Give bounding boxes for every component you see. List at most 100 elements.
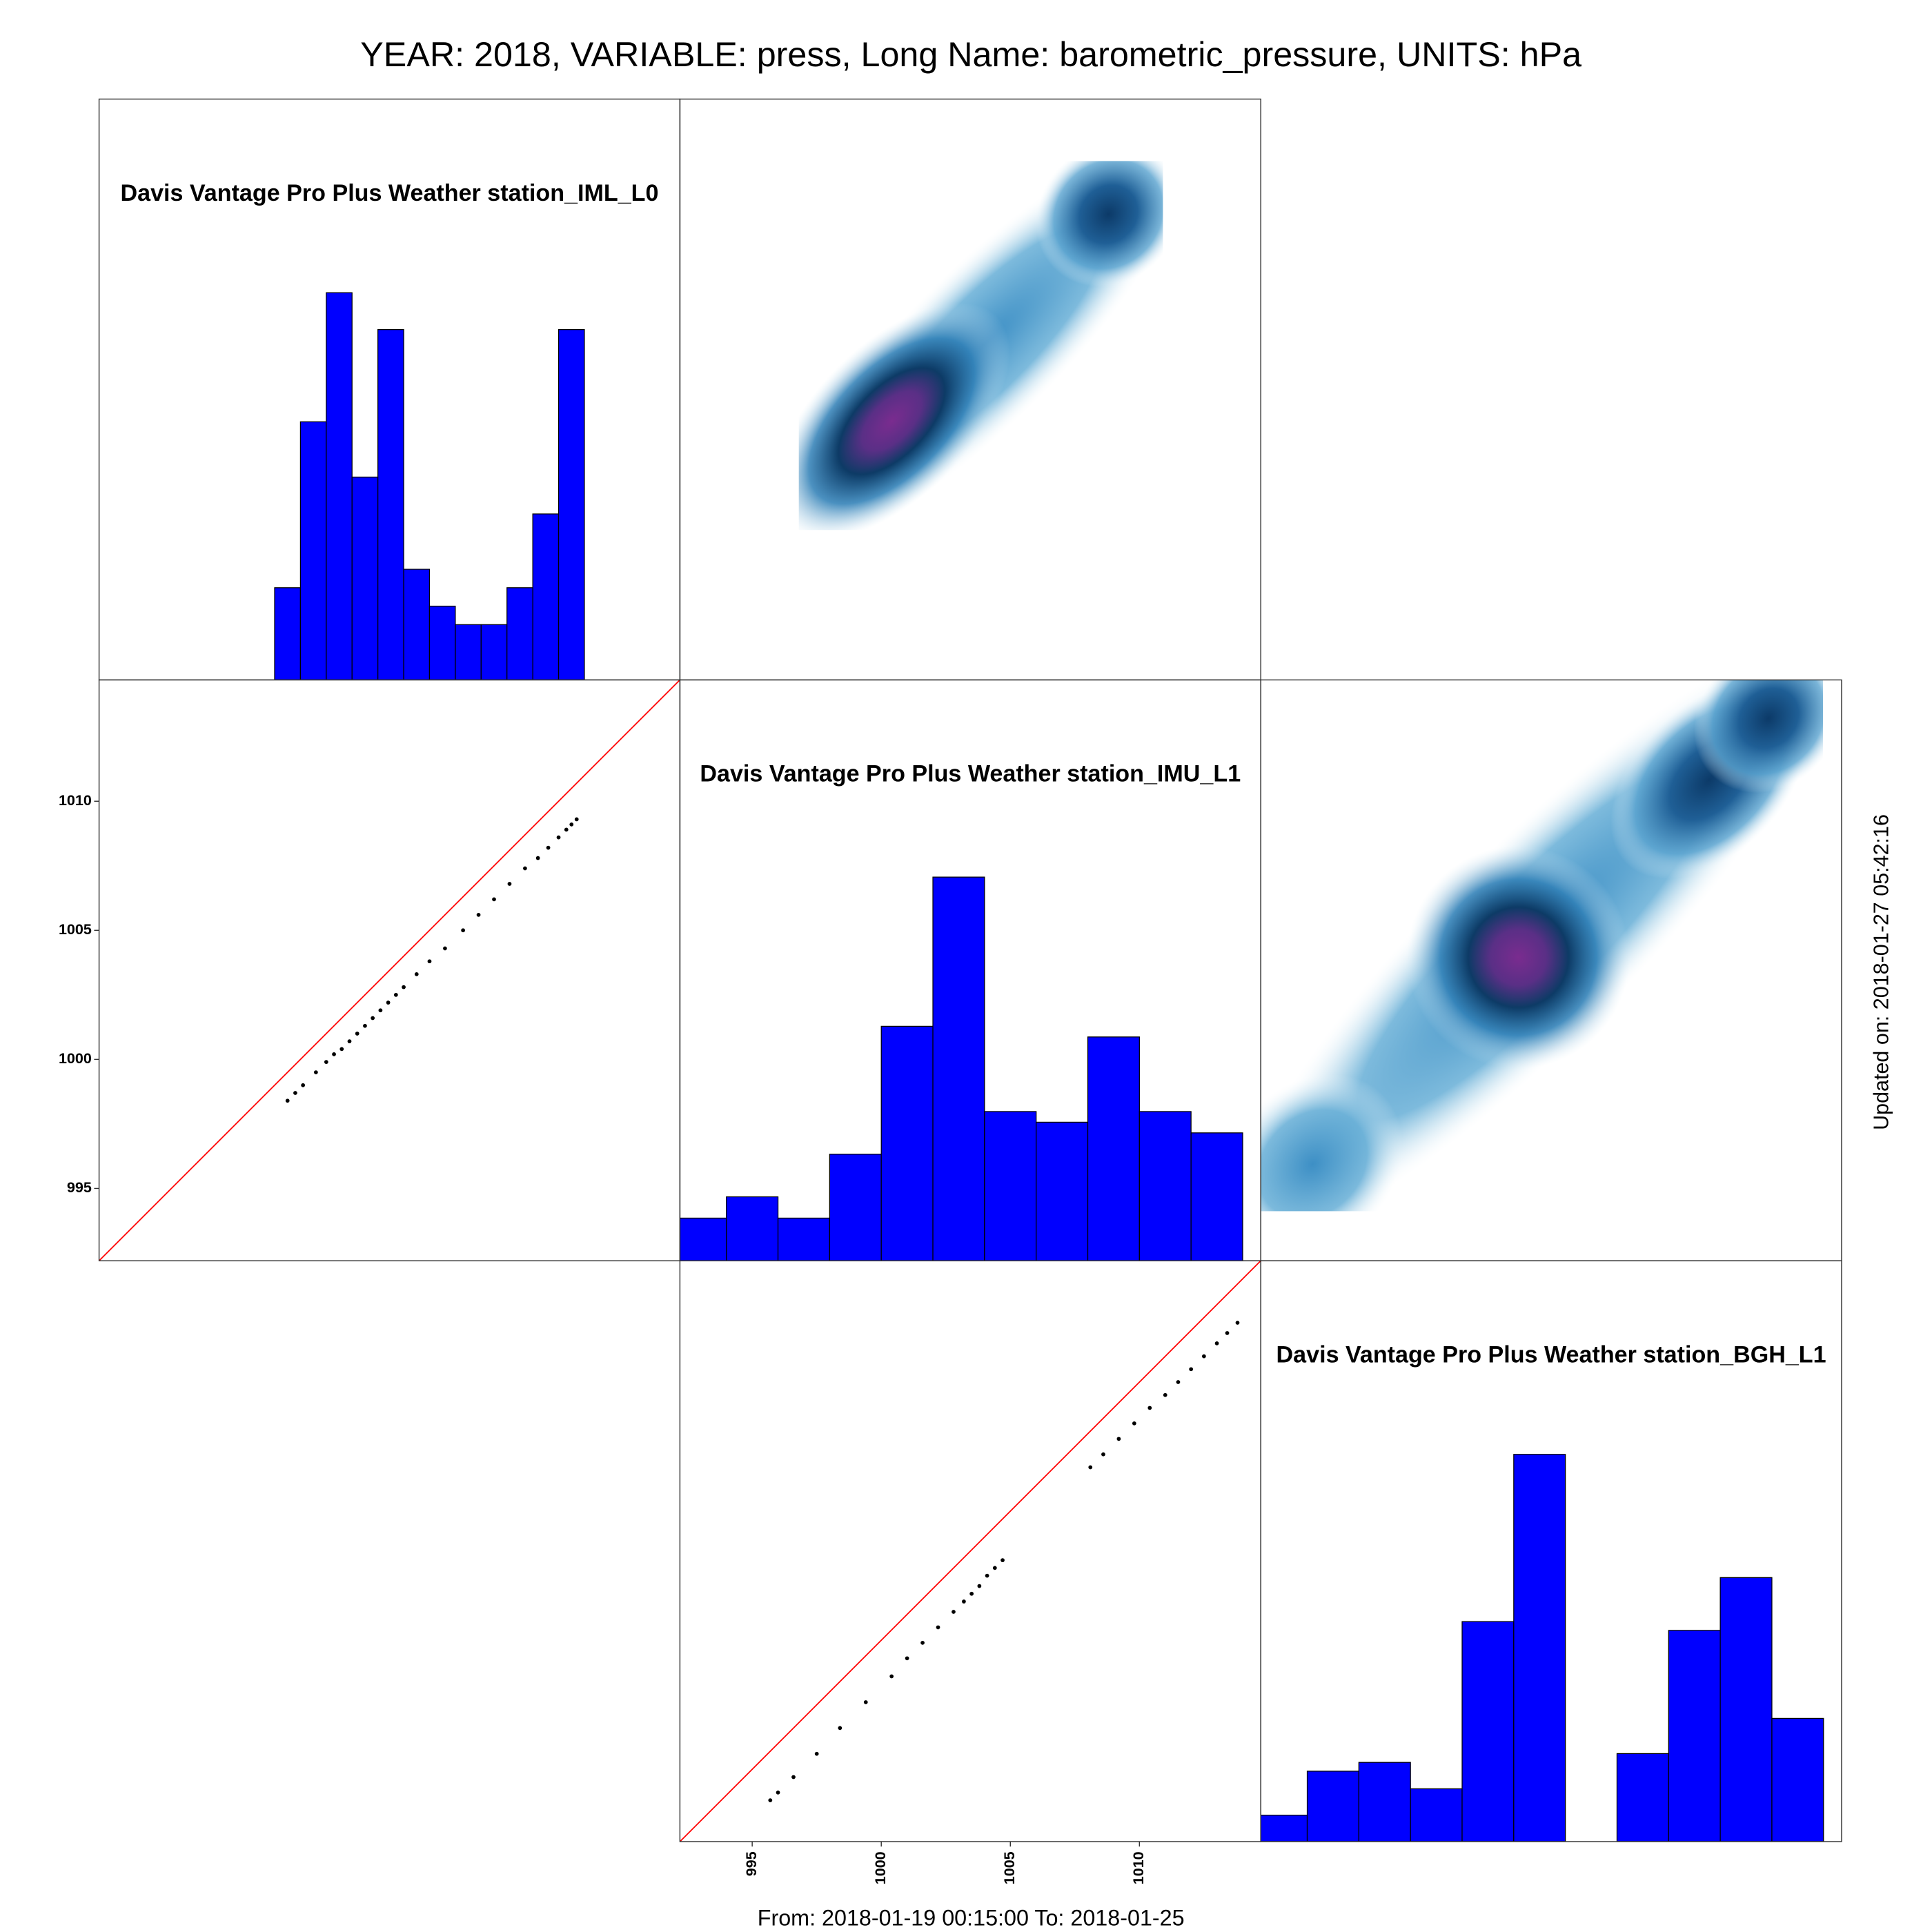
histogram-bar bbox=[829, 1154, 882, 1261]
x-tick-label: 1010 bbox=[1130, 1851, 1147, 1884]
scatter-point bbox=[977, 1584, 982, 1588]
scatter-point bbox=[378, 1008, 383, 1013]
histogram-bar bbox=[480, 624, 508, 680]
scatter-point bbox=[523, 866, 527, 871]
scatter-point bbox=[574, 817, 579, 822]
density-panel bbox=[798, 161, 1163, 531]
identity-line bbox=[680, 1261, 1261, 1842]
density-peak bbox=[1261, 1074, 1403, 1212]
panel-title: Davis Vantage Pro Plus Weather station_I… bbox=[120, 180, 658, 206]
histogram-bar bbox=[1306, 1771, 1359, 1842]
scatter-point bbox=[1088, 1465, 1093, 1470]
histogram-bar bbox=[1087, 1036, 1140, 1261]
scatter-point bbox=[1116, 1437, 1121, 1441]
histogram-bar bbox=[1616, 1753, 1669, 1842]
scatter-point bbox=[1163, 1392, 1167, 1397]
histogram-bar bbox=[726, 1196, 779, 1261]
scatter-point bbox=[564, 827, 569, 832]
density-panel bbox=[1261, 680, 1824, 1212]
scatter-point bbox=[768, 1798, 773, 1802]
scatter-point bbox=[1189, 1367, 1194, 1372]
histogram-bar bbox=[351, 476, 379, 680]
scatter-point bbox=[1235, 1321, 1240, 1325]
x-tick-label: 995 bbox=[743, 1851, 760, 1876]
scatter-point bbox=[339, 1047, 344, 1052]
density-peak bbox=[1036, 161, 1163, 287]
histogram-bar bbox=[299, 421, 327, 680]
histogram-bar bbox=[1513, 1454, 1566, 1842]
density-peak bbox=[1406, 845, 1630, 1069]
y-tick-label: 1000 bbox=[59, 1050, 92, 1067]
histogram-bar bbox=[455, 624, 482, 680]
panel-title: Davis Vantage Pro Plus Weather station_B… bbox=[1276, 1341, 1826, 1368]
x-tick-label: 1005 bbox=[1001, 1851, 1018, 1884]
panel bbox=[680, 876, 1243, 1261]
scatter-point bbox=[393, 992, 398, 997]
panel bbox=[680, 1261, 1261, 1842]
scatter-point bbox=[546, 845, 551, 850]
scatter-point bbox=[936, 1625, 940, 1630]
scatter-point bbox=[355, 1032, 359, 1036]
histogram-bar bbox=[1771, 1717, 1824, 1842]
scatter-point bbox=[332, 1052, 336, 1056]
scatter-point bbox=[920, 1641, 925, 1645]
y-tick-label: 995 bbox=[67, 1179, 92, 1196]
scatter-point bbox=[992, 1566, 997, 1570]
scatter-point bbox=[347, 1039, 352, 1044]
scatter-point bbox=[569, 822, 574, 827]
scatter-point bbox=[293, 1091, 297, 1095]
scatter-point bbox=[969, 1591, 974, 1596]
scatter-point bbox=[402, 985, 406, 989]
panel-frame bbox=[1260, 1260, 1842, 1842]
scatter-point bbox=[427, 959, 432, 964]
scatter-point bbox=[1147, 1406, 1152, 1410]
scatter-point bbox=[1225, 1331, 1230, 1335]
scatter-point bbox=[1214, 1341, 1219, 1346]
histogram-bar bbox=[777, 1217, 831, 1261]
scatter-point bbox=[863, 1700, 868, 1704]
histogram-bar bbox=[932, 876, 985, 1261]
scatter-point bbox=[791, 1775, 796, 1780]
histogram-bar bbox=[428, 605, 456, 680]
scatter-point bbox=[443, 946, 447, 951]
histogram-bar bbox=[532, 513, 560, 680]
panels bbox=[99, 292, 1824, 1842]
scatter-point bbox=[507, 882, 512, 886]
scatter-point bbox=[301, 1083, 306, 1087]
histogram-bar bbox=[1410, 1788, 1463, 1842]
scatter-point bbox=[1000, 1558, 1005, 1563]
scatter-point bbox=[313, 1070, 318, 1074]
density-peak bbox=[798, 302, 1010, 531]
scatter-point bbox=[1132, 1421, 1136, 1426]
chart-title: YEAR: 2018, VARIABLE: press, Long Name: … bbox=[360, 35, 1581, 74]
scatter-point bbox=[952, 1610, 956, 1614]
scatter-point bbox=[985, 1573, 989, 1578]
date-range: From: 2018-01-19 00:15:00 To: 2018-01-25 bbox=[758, 1906, 1185, 1931]
histogram-bar bbox=[1461, 1621, 1515, 1842]
scatter-point bbox=[414, 972, 419, 976]
histogram-bar bbox=[1358, 1762, 1411, 1842]
scatter-point bbox=[324, 1060, 328, 1064]
panel bbox=[274, 292, 585, 680]
scatter-point bbox=[371, 1016, 375, 1021]
identity-line bbox=[99, 680, 680, 1261]
histogram-bar bbox=[680, 1217, 727, 1261]
scatter-point bbox=[363, 1023, 367, 1028]
scatter-point bbox=[556, 835, 561, 840]
histogram-bar bbox=[880, 1025, 934, 1261]
histogram-bar bbox=[1668, 1630, 1721, 1842]
histogram-bar bbox=[403, 569, 431, 680]
scatter-point bbox=[535, 856, 540, 860]
histogram-bar bbox=[1719, 1577, 1773, 1842]
panel bbox=[99, 680, 680, 1261]
scatter-point bbox=[962, 1599, 966, 1604]
scatter-point bbox=[1201, 1354, 1206, 1359]
scatter-point bbox=[492, 897, 496, 902]
scatter-point bbox=[776, 1791, 780, 1795]
scatter-point bbox=[905, 1656, 909, 1661]
scatter-point bbox=[386, 1000, 391, 1005]
scatter-point bbox=[476, 912, 481, 917]
histogram-bar bbox=[377, 329, 404, 680]
